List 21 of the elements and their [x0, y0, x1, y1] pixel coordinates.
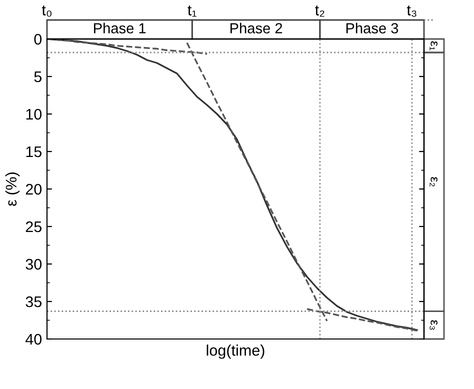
y-tick-label: 10 [26, 108, 42, 120]
text: t₀ [42, 5, 52, 17]
text: Phase 2 [230, 22, 282, 34]
x-axis-title: log(time) [206, 344, 264, 359]
y-tick-label: 35 [26, 296, 42, 308]
text: ε₃ [430, 320, 438, 330]
text: t₂ [315, 5, 324, 17]
y-tick-label: 40 [26, 334, 42, 345]
y-tick-label: 30 [26, 258, 42, 270]
text: t₃ [406, 5, 416, 17]
text: Phase 3 [346, 22, 398, 34]
y-tick-label: 0 [34, 34, 42, 45]
text: ε₁ [430, 41, 438, 50]
y-axis-title: ε (%) [5, 172, 20, 206]
y-tick-label: 5 [34, 72, 42, 82]
y-tick-label: 25 [26, 221, 42, 232]
y-tick-label: 20 [26, 184, 42, 195]
text: t₁ [188, 5, 196, 17]
y-tick-label: 15 [26, 146, 42, 158]
text: Phase 1 [94, 22, 146, 34]
text: ε₂ [430, 177, 438, 186]
